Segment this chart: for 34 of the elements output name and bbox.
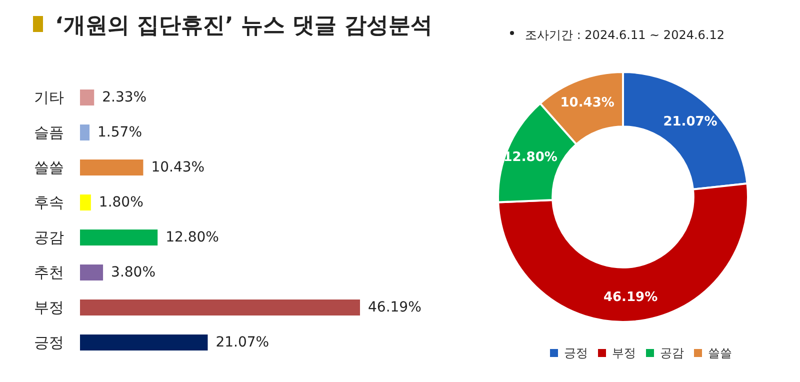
y-tick-label: 쓸쓸	[34, 158, 64, 176]
data-label: 46.19%	[368, 300, 422, 316]
data-label: 12.80%	[503, 150, 558, 166]
bar	[80, 264, 104, 280]
data-label: 46.19%	[603, 290, 658, 305]
data-label: 10.43%	[560, 95, 614, 110]
bar	[80, 334, 208, 350]
data-label: 1.57%	[98, 124, 142, 140]
y-tick-label: 부정	[34, 298, 64, 316]
chart-title: ‘개원의 집단휴진’ 뉴스 댓글 감성분석	[55, 14, 432, 38]
y-tick-label: 후속	[34, 194, 64, 212]
bar	[80, 194, 91, 210]
bar	[80, 124, 90, 140]
bar	[80, 90, 94, 106]
legend-label: 공감	[660, 346, 684, 360]
y-tick-label: 긍정	[34, 334, 64, 352]
legend-label: 쓸쓸	[708, 346, 732, 360]
bar	[80, 300, 360, 316]
legend-label: 부정	[612, 346, 636, 360]
y-tick-label: 추천	[34, 264, 64, 282]
y-tick-label: 공감	[34, 228, 64, 246]
text: 조사기간 : 2024.6.11 ~ 2024.6.12	[525, 28, 724, 42]
data-label: 21.07%	[216, 334, 270, 350]
data-label: 12.80%	[166, 230, 219, 246]
data-label: 2.33%	[102, 90, 147, 106]
data-label: 1.80%	[98, 194, 144, 210]
y-tick-label: 기타	[34, 88, 64, 106]
data-label: 10.43%	[151, 160, 205, 176]
data-label: 3.80%	[111, 264, 156, 280]
legend-label: 긍정	[564, 346, 588, 360]
bar	[80, 230, 158, 246]
data-label: 21.07%	[663, 114, 718, 130]
bar	[80, 160, 144, 176]
y-tick-label: 슬픔	[34, 124, 64, 142]
